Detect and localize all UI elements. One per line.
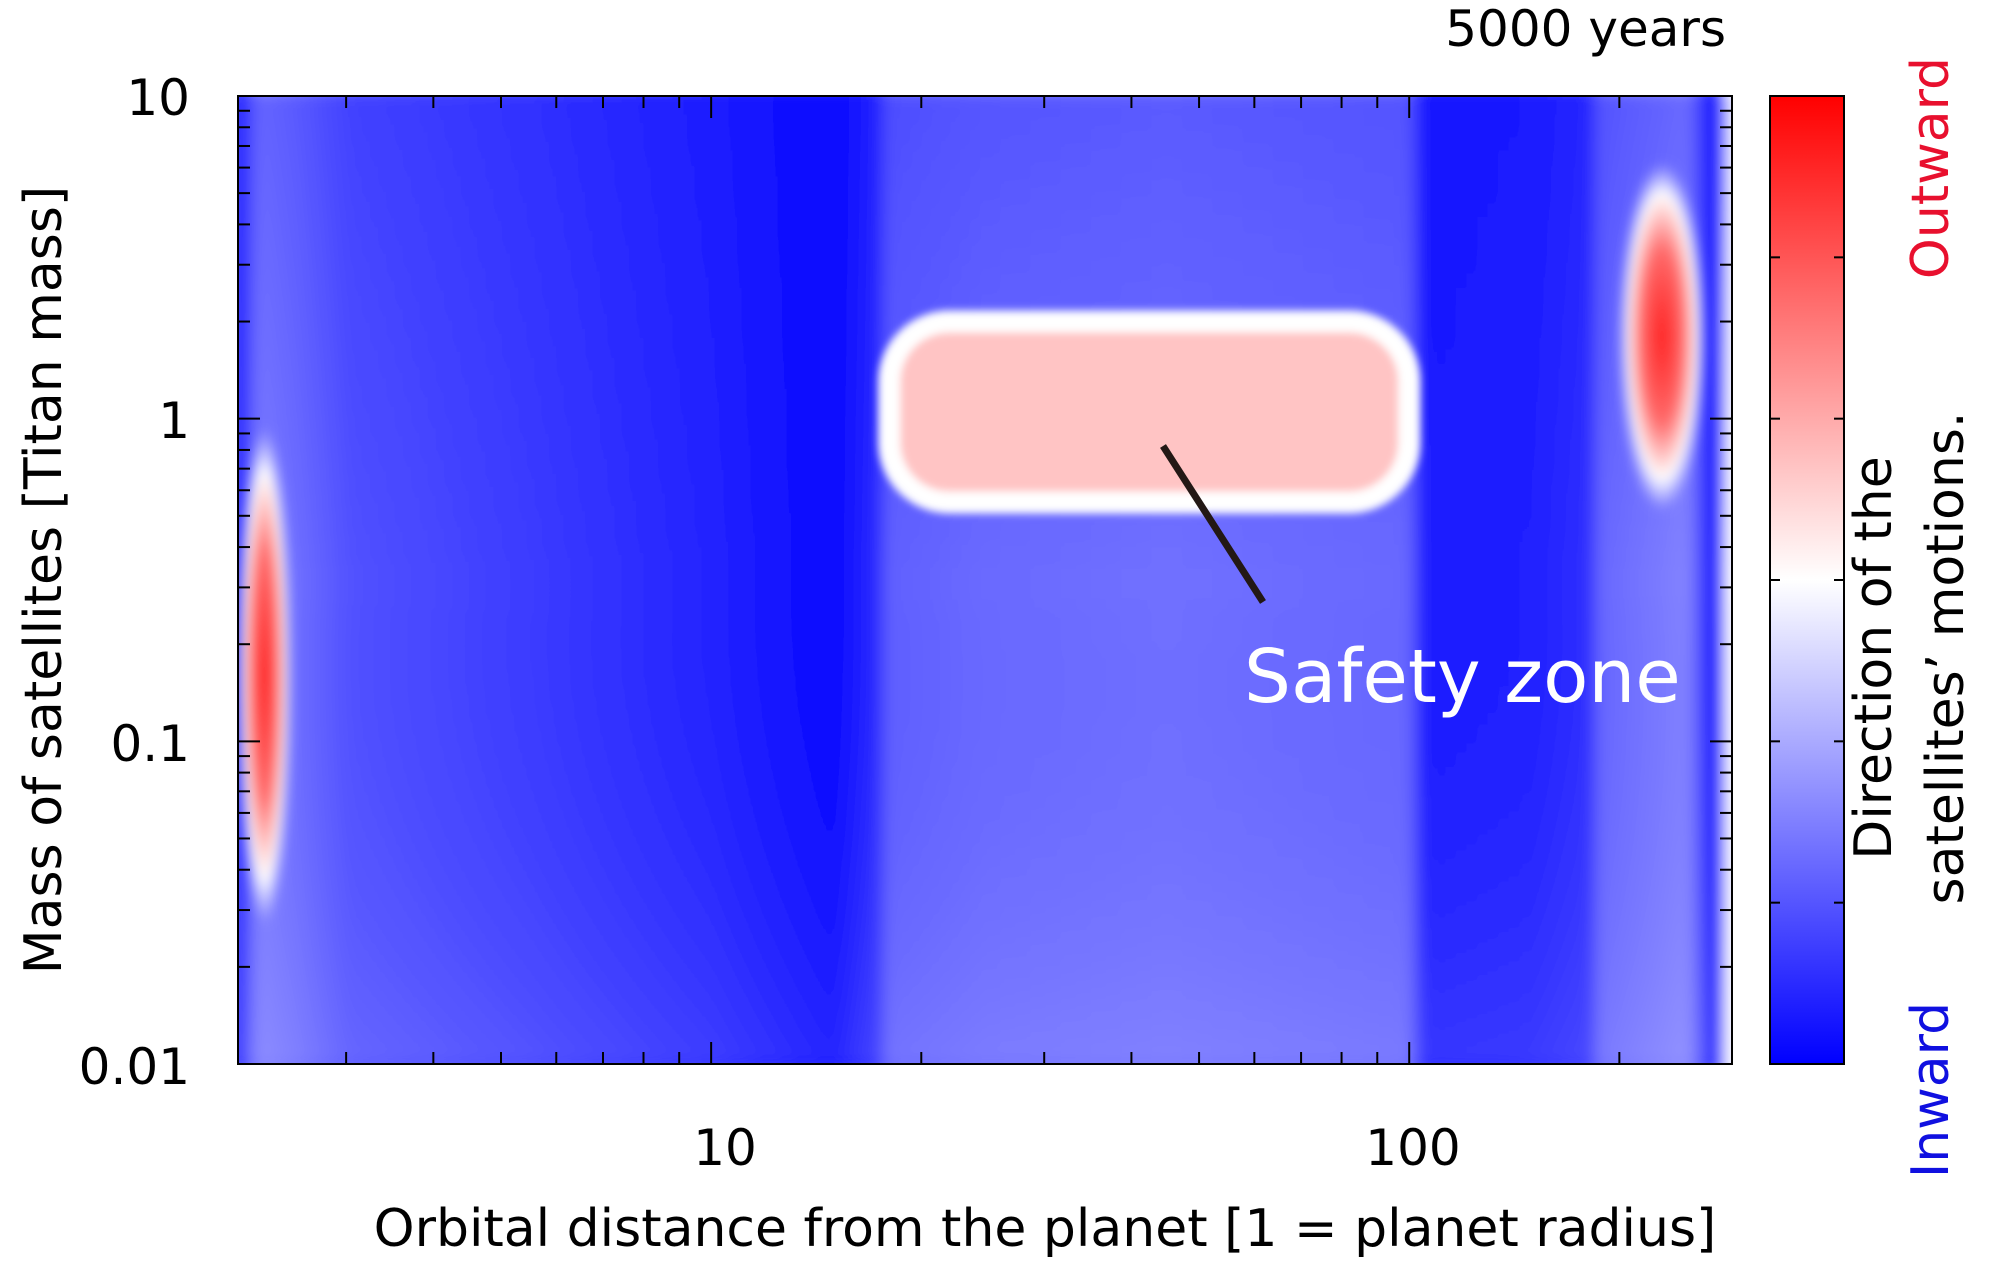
- colorbar-inward-label: Inward: [1901, 1002, 1961, 1178]
- colorbar-outward-label: Outward: [1901, 57, 1961, 279]
- y-tick-label-0.1: 0.1: [110, 715, 190, 773]
- outward-region-1: [238, 426, 291, 925]
- heatmap-base-bands: [238, 96, 1732, 1064]
- y-tick-label-1: 1: [158, 392, 190, 450]
- plot-frame: [237, 95, 1733, 1065]
- colorbar-label-line-1: Direction of the: [1844, 456, 1904, 859]
- y-axis-label: Mass of satellites [Titan mass]: [14, 186, 74, 974]
- heatmap-area: [238, 96, 1732, 1064]
- heatmap-outward-regions: [238, 162, 1705, 925]
- x-axis-ticks: [345, 96, 1621, 1064]
- outward-region-2: [878, 310, 1421, 514]
- x-axis-label: Orbital distance from the planet [1 = pl…: [374, 1199, 1717, 1259]
- colorbar: [1769, 95, 1845, 1065]
- x-tick-label-100: 100: [1365, 1119, 1460, 1177]
- y-tick-label-10: 10: [126, 69, 190, 127]
- annotation-pointer-line: [1160, 444, 1266, 604]
- chart-title: 5000 years: [1445, 0, 1726, 58]
- colorbar-label-line-2: satellites’ motions.: [1916, 412, 1976, 905]
- x-tick-label-10: 10: [693, 1119, 757, 1177]
- outward-region-3: [1619, 162, 1705, 511]
- colorbar-ticks: [1770, 256, 1844, 904]
- y-axis-ticks: [238, 95, 1732, 1065]
- y-tick-label-0.01: 0.01: [79, 1038, 190, 1096]
- annotation-safety-zone: Safety zone: [1244, 634, 1681, 720]
